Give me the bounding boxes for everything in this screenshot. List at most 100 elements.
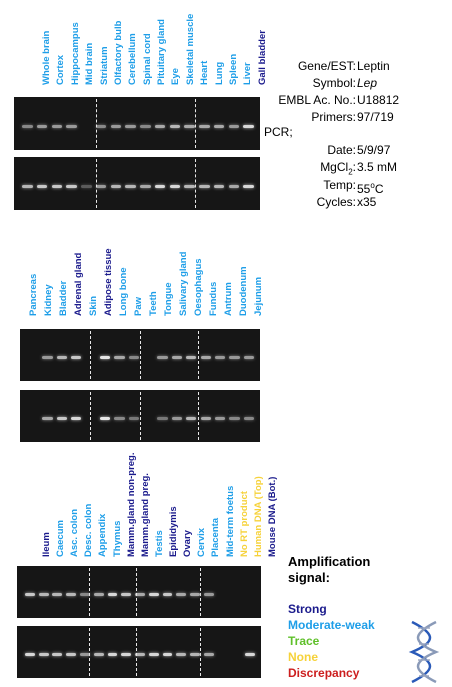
amplification-legend: Amplification signal: Strong Moderate-we… — [288, 554, 448, 684]
lane-label: Mamm.gland non-preg. — [115, 453, 137, 568]
gel-band — [228, 124, 240, 128]
gel-band — [110, 124, 122, 128]
gel-band — [243, 184, 254, 188]
gel-band — [81, 184, 92, 188]
gel-band — [66, 593, 77, 597]
lane-label: Lung — [203, 6, 225, 96]
gel-band — [148, 593, 159, 597]
gel-band — [135, 593, 145, 597]
gel-band — [66, 124, 77, 128]
lane-label: Epididymis — [157, 468, 179, 568]
gel-band — [56, 356, 68, 360]
lane-label: Skin — [77, 237, 99, 327]
gel-band — [93, 593, 104, 597]
cycles-value: x35 — [357, 195, 377, 209]
gel-band — [128, 417, 139, 421]
gel-band — [36, 184, 48, 188]
legend-moderate: Moderate-weak — [288, 618, 375, 632]
lane-label: Appendix — [86, 468, 108, 568]
gene-key: Gene/EST: — [297, 59, 356, 73]
gel-band — [24, 653, 35, 657]
gel-band — [203, 653, 214, 657]
gel-band — [110, 184, 122, 188]
gel-band — [169, 184, 181, 188]
lane-label-text: Mouse DNA (Bot.) — [266, 476, 278, 557]
lane-label: Hippocampus — [59, 6, 81, 96]
lane-label: Long bone — [107, 237, 129, 327]
lane-label: Gall bladder — [246, 6, 268, 96]
panel-3-lane-labels: Ileum Caecum Asc. colon Desc. colon Appendix… — [30, 453, 278, 568]
gel-band — [38, 653, 49, 657]
gel-band — [229, 356, 240, 360]
gel-band — [95, 124, 107, 128]
embl-value: U18812 — [357, 93, 400, 107]
lane-label: Placenta — [199, 468, 221, 568]
gel-band — [186, 356, 197, 360]
gel-band — [107, 653, 118, 657]
lane-label: Mid-term foetus — [214, 468, 236, 568]
gel-band — [66, 653, 77, 657]
legend-none: None — [288, 650, 318, 664]
lane-label: Striatum — [88, 6, 110, 96]
gel-band — [176, 593, 187, 597]
panel-2-gel-bottom — [20, 390, 260, 442]
gel-band — [228, 184, 240, 188]
primers-value: 97/719 — [357, 110, 394, 124]
panel-3-gel-bottom — [17, 626, 261, 678]
lane-label: Spinal cord — [131, 6, 153, 96]
lane-label: Mouse DNA (Bot.) — [256, 468, 278, 568]
gel-band — [213, 124, 225, 128]
lane-label: Teeth — [137, 237, 159, 327]
gel-band — [135, 653, 145, 657]
legend-title-2: signal: — [288, 570, 330, 585]
gel-band — [243, 356, 254, 360]
gel-band — [154, 124, 166, 128]
gel-band — [52, 653, 63, 657]
lane-label: Cerebellum — [116, 6, 138, 96]
lane-label: No RT product — [228, 468, 250, 568]
lane-label: Mid brain — [73, 6, 95, 96]
primers-key: Primers: — [311, 110, 356, 124]
legend-trace: Trace — [288, 634, 320, 648]
gel-band — [200, 417, 211, 421]
gel-band — [157, 356, 168, 360]
gel-band — [79, 653, 90, 657]
date-key: Date: — [327, 143, 356, 157]
gel-band — [52, 593, 63, 597]
gel-band — [171, 356, 183, 360]
gel-band — [200, 356, 211, 360]
gel-band — [162, 653, 173, 657]
gel-band — [154, 184, 166, 188]
lane-label: Ovary — [171, 468, 193, 568]
lane-label-text: Jejunum — [253, 276, 264, 316]
date-value: 5/9/97 — [357, 143, 391, 157]
gel-band — [140, 124, 151, 128]
gel-band — [42, 417, 53, 421]
gel-band — [22, 124, 33, 128]
lane-label: Duodenum — [227, 237, 249, 327]
lane-label: Kidney — [32, 237, 54, 327]
lane-label: Testis — [143, 468, 165, 568]
gel-band — [71, 417, 82, 421]
panel-1-lane-labels: Whole brain Cortex Hippocampus Mid brain Str… — [30, 6, 268, 96]
gel-band — [169, 124, 181, 128]
panel-1-gel-top — [14, 97, 260, 150]
lane-label: Tongue — [152, 237, 174, 327]
gene-value: Leptin — [357, 59, 390, 73]
gel-band — [22, 184, 33, 188]
lane-label: Heart — [188, 6, 210, 96]
gel-band — [71, 356, 82, 360]
gel-band — [148, 653, 159, 657]
gel-band — [199, 124, 210, 128]
gel-band — [93, 653, 104, 657]
gel-band — [171, 417, 183, 421]
lane-label: Human DNA (Top) — [242, 468, 264, 568]
gel-band — [121, 593, 132, 597]
lane-label: Pituitary gland — [145, 6, 167, 96]
gel-band — [99, 356, 111, 360]
gel-band — [121, 653, 132, 657]
gel-band — [243, 124, 254, 128]
lane-label: Paw — [122, 237, 144, 327]
temp-value: 55oC — [357, 181, 384, 196]
gel-band — [199, 184, 210, 188]
